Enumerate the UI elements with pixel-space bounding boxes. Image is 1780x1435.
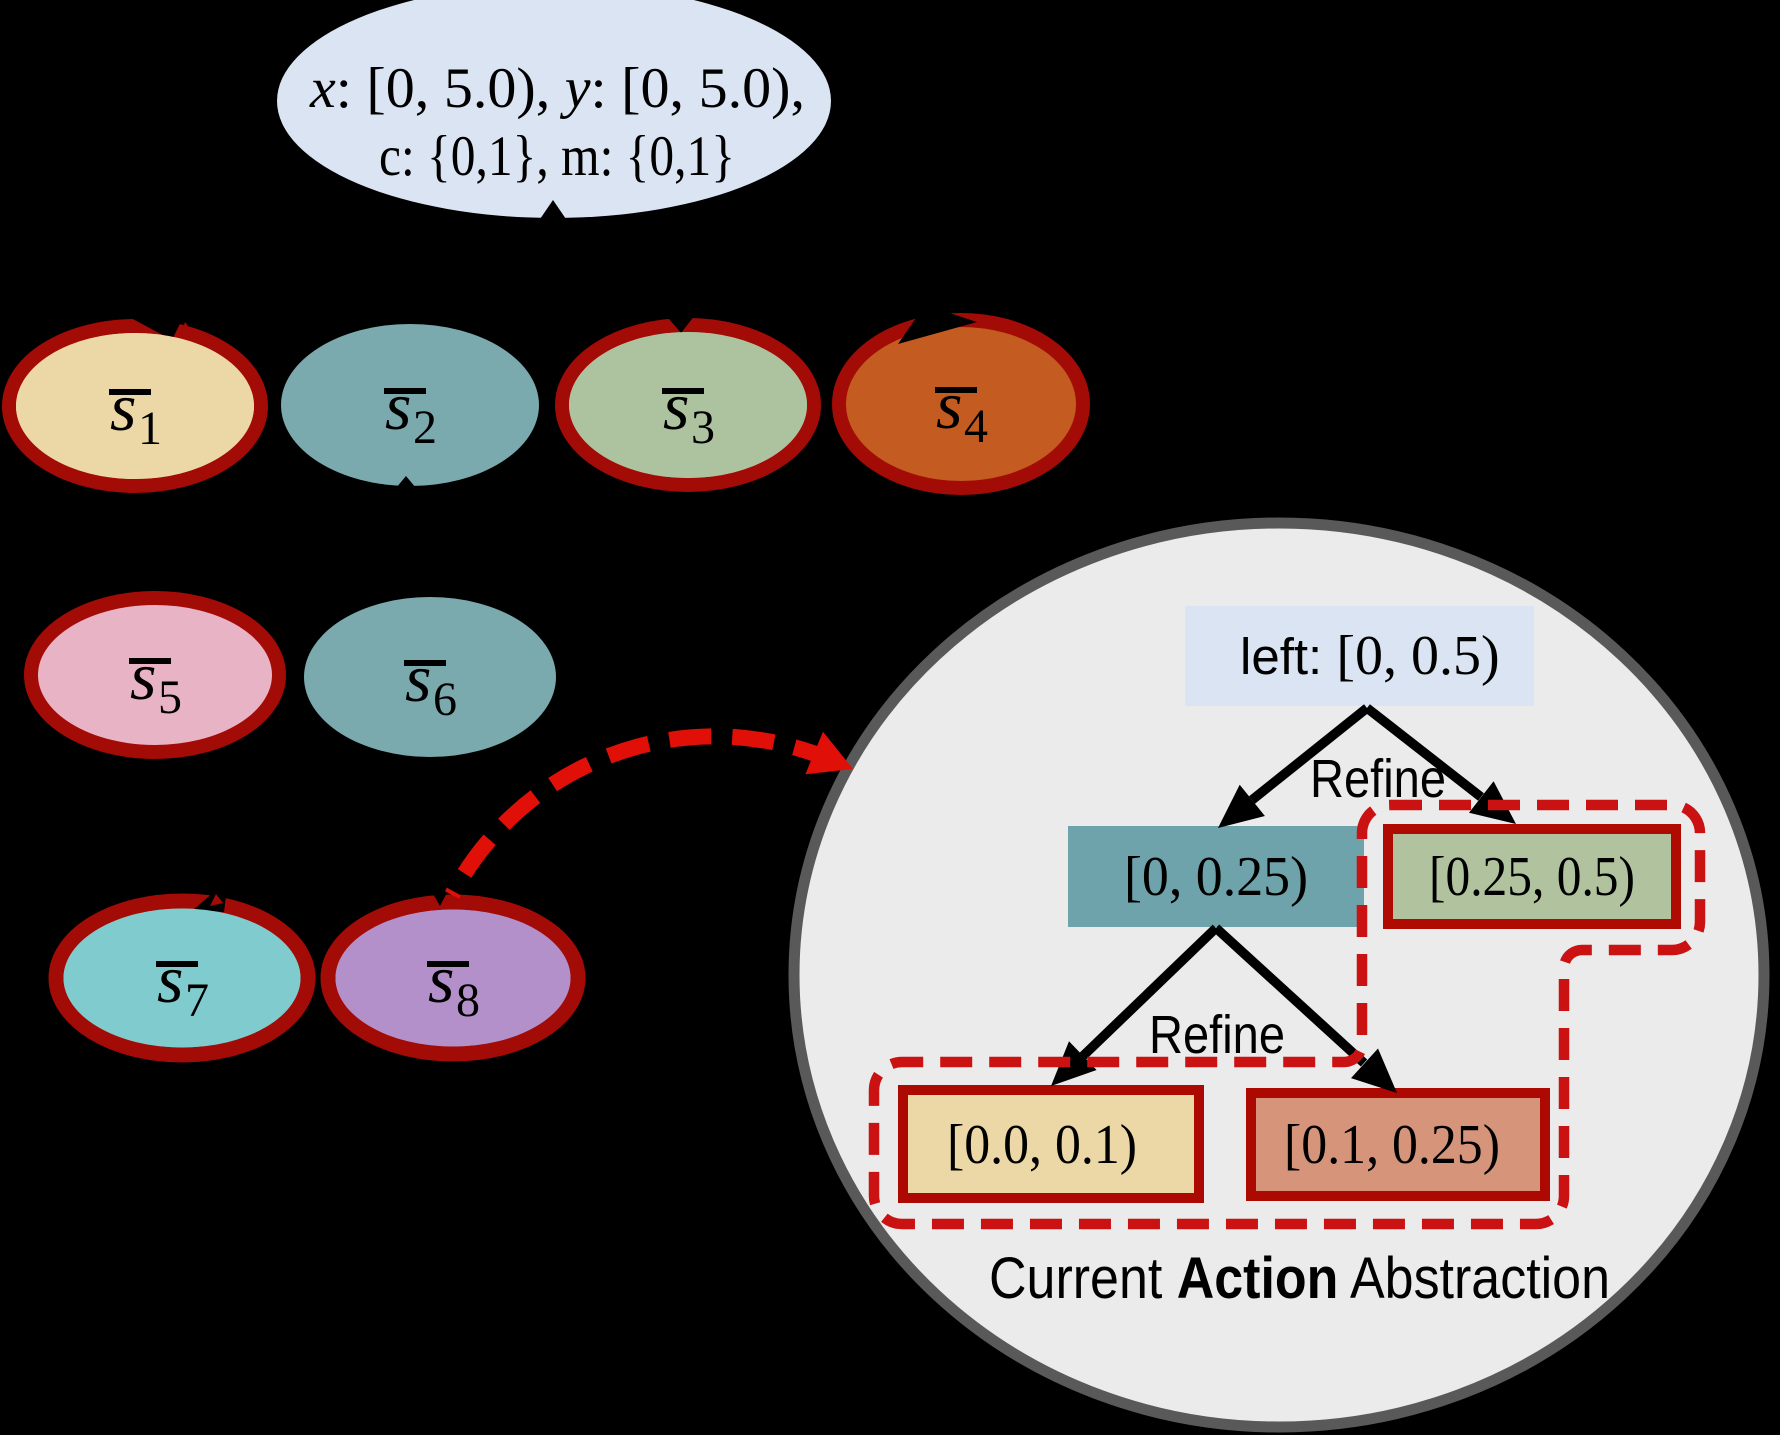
svg-text:1: 1 bbox=[138, 402, 162, 455]
svg-text:8: 8 bbox=[456, 974, 480, 1027]
svg-text:s: s bbox=[130, 638, 156, 714]
svg-text:Refine: Refine bbox=[1149, 1005, 1285, 1065]
svg-text:s: s bbox=[110, 369, 136, 445]
svg-text:Refine: Refine bbox=[1310, 749, 1446, 809]
svg-text:7: 7 bbox=[185, 974, 209, 1027]
svg-text:s: s bbox=[385, 368, 411, 444]
svg-text:Current Action Abstraction: Current Action Abstraction bbox=[989, 1246, 1610, 1311]
svg-text:s: s bbox=[663, 368, 689, 444]
svg-text:3: 3 bbox=[691, 401, 715, 454]
svg-text:2: 2 bbox=[413, 401, 437, 454]
svg-text:x: [0, 5.0), y: [0, 5.0),: x: [0, 5.0), y: [0, 5.0), bbox=[309, 57, 805, 120]
svg-text:6: 6 bbox=[433, 673, 457, 726]
svg-text:[0.25, 0.5): [0.25, 0.5) bbox=[1429, 846, 1635, 908]
svg-text:s: s bbox=[936, 367, 962, 443]
svg-text:4: 4 bbox=[964, 400, 988, 453]
svg-text:[0.1, 0.25): [0.1, 0.25) bbox=[1284, 1114, 1500, 1176]
svg-text:left: [0, 0.5): left: [0, 0.5) bbox=[1240, 625, 1500, 687]
svg-text:s: s bbox=[157, 941, 183, 1017]
svg-text:s: s bbox=[405, 640, 431, 716]
svg-text:5: 5 bbox=[158, 671, 182, 724]
svg-text:[0, 0.25): [0, 0.25) bbox=[1124, 846, 1308, 908]
svg-text:c: {0,1}, m: {0,1}: c: {0,1}, m: {0,1} bbox=[379, 125, 735, 188]
svg-text:[0.0, 0.1): [0.0, 0.1) bbox=[947, 1114, 1137, 1176]
svg-text:s: s bbox=[428, 941, 454, 1017]
